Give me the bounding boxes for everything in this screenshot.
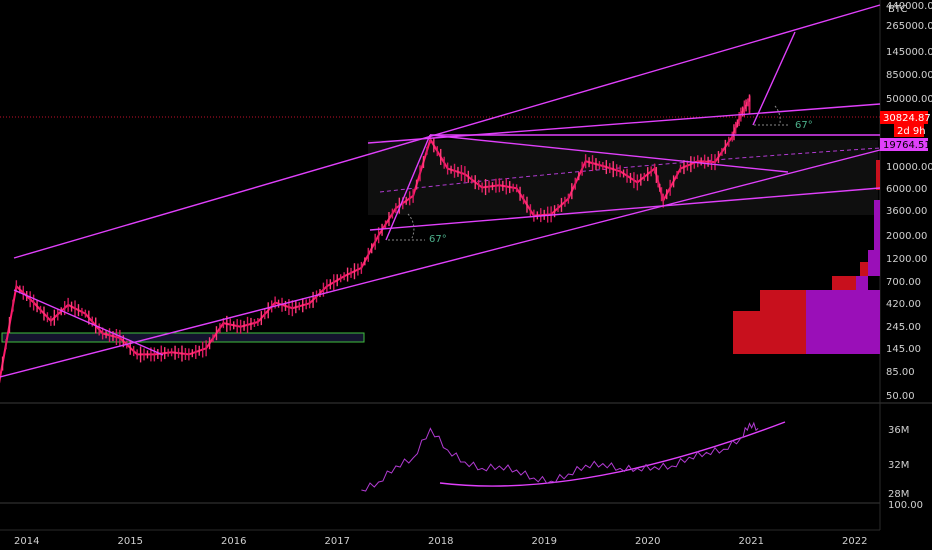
countdown-value: 2d 9h xyxy=(897,126,926,137)
time-tick-label: 2019 xyxy=(532,536,557,547)
price-tick-label: 85000.00 xyxy=(886,70,932,81)
price-tick-label: 6000.00 xyxy=(886,184,927,195)
impulse-line-2017 xyxy=(385,134,431,241)
descending-trendline xyxy=(429,134,789,173)
price-axis[interactable]: 440000.00 265000.00 145000.00 85000.00 50000… xyxy=(886,1,932,402)
indicator-series xyxy=(361,421,759,492)
range-shade xyxy=(368,140,878,215)
support-zone-box xyxy=(1,332,365,343)
angle-label-2021: 67° xyxy=(795,120,813,131)
early-diagonal-line xyxy=(13,289,164,356)
projection-line xyxy=(752,31,796,126)
time-axis[interactable]: 2014 2015 2016 2017 2018 2019 2020 2021 2022 xyxy=(14,536,867,547)
indicator-line xyxy=(361,421,759,492)
indicator-tick-32m: 32M xyxy=(888,460,909,471)
angle-label-2017: 67° xyxy=(429,234,447,245)
support-trendline xyxy=(369,187,881,231)
price-tick-label: 420.00 xyxy=(886,299,921,310)
last-price-tag: 30824.87 xyxy=(880,111,931,124)
lower-channel-line xyxy=(0,149,881,378)
time-tick-label: 2016 xyxy=(221,536,246,547)
symbol-label: BTC xyxy=(888,4,907,15)
indicator-tick-28m: 28M xyxy=(888,489,909,500)
price-tick-label: 50.00 xyxy=(886,391,915,402)
indicator-tick-100: 100.00 xyxy=(888,500,923,511)
price-series xyxy=(0,94,751,384)
last-price-value: 30824.87 xyxy=(883,113,931,124)
volume-profile xyxy=(733,160,880,354)
price-tick-label: 1200.00 xyxy=(886,254,927,265)
price-tick-label: 265000.00 xyxy=(886,21,932,32)
time-tick-label: 2022 xyxy=(842,536,867,547)
time-tick-label: 2020 xyxy=(635,536,660,547)
level-tag: 19764.51 xyxy=(880,138,931,151)
price-tick-label: 50000.00 xyxy=(886,94,932,105)
level-value: 19764.51 xyxy=(883,140,931,151)
time-tick-label: 2017 xyxy=(325,536,350,547)
angle-guides xyxy=(388,105,790,241)
time-tick-label: 2018 xyxy=(428,536,453,547)
price-tick-label: 700.00 xyxy=(886,277,921,288)
upper-channel-line xyxy=(13,4,881,259)
price-tick-label: 145.00 xyxy=(886,344,921,355)
price-tick-label: 85.00 xyxy=(886,367,915,378)
price-tick-label: 145000.00 xyxy=(886,47,932,58)
trendlines xyxy=(0,4,881,487)
time-tick-label: 2015 xyxy=(118,536,143,547)
price-tick-label: 10000.00 xyxy=(886,162,932,173)
price-tick-label: 3600.00 xyxy=(886,206,927,217)
countdown-tag: 2d 9h xyxy=(894,124,926,137)
price-tick-label: 245.00 xyxy=(886,322,921,333)
price-tick-label: 440000.00 xyxy=(886,1,932,12)
dashed-trend-curve xyxy=(379,147,881,193)
indicator-tick-36m: 36M xyxy=(888,425,909,436)
price-tick-label: 2000.00 xyxy=(886,231,927,242)
time-tick-label: 2014 xyxy=(14,536,39,547)
mid-trendline xyxy=(367,103,881,144)
time-tick-label: 2021 xyxy=(739,536,764,547)
